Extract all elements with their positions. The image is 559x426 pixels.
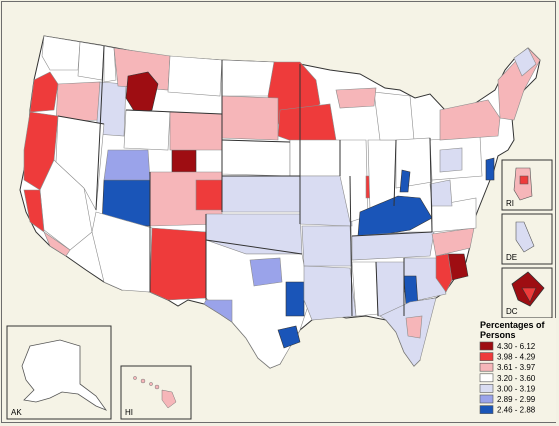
region-ca-south [43, 231, 71, 257]
legend-swatch-2 [479, 362, 494, 372]
region-id-north [103, 45, 117, 83]
region-oh-blue [399, 169, 411, 193]
region-wa-west [41, 35, 81, 71]
region-mt-east [167, 55, 223, 97]
inset-alaska: AK [6, 325, 112, 420]
dc-red-part [521, 287, 537, 303]
region-fl-pink [405, 315, 423, 339]
legend-swatch-0 [479, 341, 494, 351]
region-ne [221, 139, 291, 177]
legend: Percentages of Persons 4.30 - 6.12 3.98 -… [476, 318, 556, 422]
region-nd [221, 59, 275, 97]
hawaii-islands [133, 376, 177, 409]
region-ar [301, 225, 353, 267]
legend-label-6: 2.46 - 2.88 [497, 406, 536, 415]
region-wv [429, 179, 453, 207]
region-nj-blue [485, 157, 495, 181]
region-mt-dark [125, 71, 159, 115]
region-ut-north [103, 149, 151, 181]
inset-label-ak: AK [11, 408, 22, 417]
legend-swatch-6 [479, 405, 494, 414]
continental-us [19, 35, 541, 369]
region-tx-blue [285, 281, 305, 317]
region-tn [351, 231, 435, 261]
legend-label-3: 3.20 - 3.60 [497, 374, 536, 383]
region-sd [221, 95, 279, 141]
region-co-red [195, 179, 223, 211]
region-ms [351, 261, 379, 317]
inset-hawaii: HI [120, 365, 192, 420]
region-tx-houston [277, 325, 301, 349]
region-ny [439, 99, 501, 141]
legend-title-line2: Persons [480, 330, 516, 340]
de-shape [515, 221, 535, 253]
region-mi [373, 91, 415, 141]
inset-ri: RI [501, 159, 553, 211]
region-wy-west [123, 109, 171, 151]
legend-rows: 4.30 - 6.12 3.98 - 4.293.61 - 3.97 3.20 - … [479, 341, 536, 415]
legend-swatch-5 [479, 394, 494, 404]
region-id-south [95, 81, 127, 137]
region-or-mid [55, 81, 101, 123]
legend-label-5: 2.89 - 2.99 [497, 395, 536, 404]
region-sc [435, 253, 453, 293]
legend-label-4: 3.00 - 3.19 [497, 384, 536, 393]
inset-label-dc: DC [506, 307, 518, 316]
region-tx-west [203, 299, 233, 323]
region-wy-dark [171, 149, 197, 173]
legend-label-0: 4.30 - 6.12 [497, 342, 536, 351]
inset-label-de: DE [506, 253, 517, 262]
ri-red-district [519, 175, 529, 185]
region-nc [431, 227, 475, 257]
inset-de: DE [501, 213, 553, 265]
region-or-west [29, 71, 59, 113]
region-ia [289, 139, 341, 177]
inset-label-ri: RI [506, 199, 514, 208]
legend-label-2: 3.61 - 3.97 [497, 363, 536, 372]
region-ks [221, 175, 301, 213]
region-wa-east [77, 41, 105, 81]
region-wi-red [277, 103, 337, 145]
region-wy-east [169, 111, 223, 151]
legend-swatch-3 [479, 373, 494, 383]
region-ny-light [439, 147, 463, 173]
region-mi-up [335, 87, 377, 109]
legend-title-line1: Percentages of [480, 320, 546, 330]
region-nm-red [149, 227, 207, 301]
region-la [303, 265, 357, 321]
region-me-light [513, 47, 537, 77]
state-borders [57, 45, 433, 317]
inset-dc: DC [501, 267, 553, 319]
alaska-shape [21, 339, 108, 411]
inset-label-hi: HI [125, 408, 133, 417]
legend-swatch-4 [479, 384, 494, 393]
region-tx-light [249, 257, 283, 287]
legend-swatch-1 [479, 352, 494, 361]
legend-label-1: 3.98 - 4.29 [497, 353, 536, 362]
